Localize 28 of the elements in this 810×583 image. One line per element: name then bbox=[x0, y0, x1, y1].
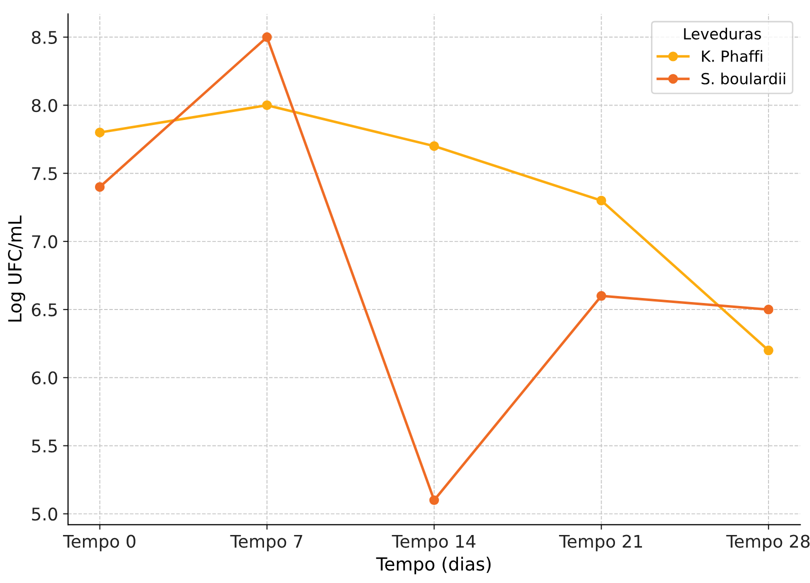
x-tick-label: Tempo 7 bbox=[230, 534, 302, 552]
x-tick-label: Tempo 0 bbox=[63, 534, 136, 552]
point bbox=[596, 291, 606, 301]
y-tick-label: 6.0 bbox=[32, 371, 58, 384]
x-tick-label: Tempo 14 bbox=[392, 534, 476, 552]
x-tick-label: Tempo 28 bbox=[726, 534, 810, 552]
y-tick-label: 5.0 bbox=[32, 508, 58, 521]
y-tick-label: 8.5 bbox=[32, 30, 57, 44]
point bbox=[94, 182, 105, 192]
point bbox=[764, 346, 774, 356]
y-tick-label: 5.5 bbox=[32, 440, 57, 453]
y-tick-label: 7.5 bbox=[32, 167, 57, 180]
legend-title: Leveduras bbox=[684, 28, 761, 40]
x-axis-title: Tempo (dias) bbox=[376, 556, 491, 574]
point bbox=[764, 304, 774, 314]
y-axis-title: Log UFC/mL bbox=[8, 215, 26, 322]
point bbox=[429, 141, 440, 151]
point bbox=[94, 128, 105, 138]
x-tick-label: Tempo 21 bbox=[559, 534, 642, 552]
legend-label: K. Phaffi bbox=[702, 50, 762, 62]
y-tick-label: 7.0 bbox=[32, 235, 58, 248]
point bbox=[429, 495, 440, 506]
point bbox=[262, 100, 272, 110]
y-tick-label: 6.5 bbox=[32, 303, 57, 316]
point bbox=[262, 32, 272, 42]
legend-label: S. boulardii bbox=[702, 72, 786, 84]
point bbox=[596, 196, 606, 206]
y-tick-label: 8.0 bbox=[32, 98, 58, 112]
